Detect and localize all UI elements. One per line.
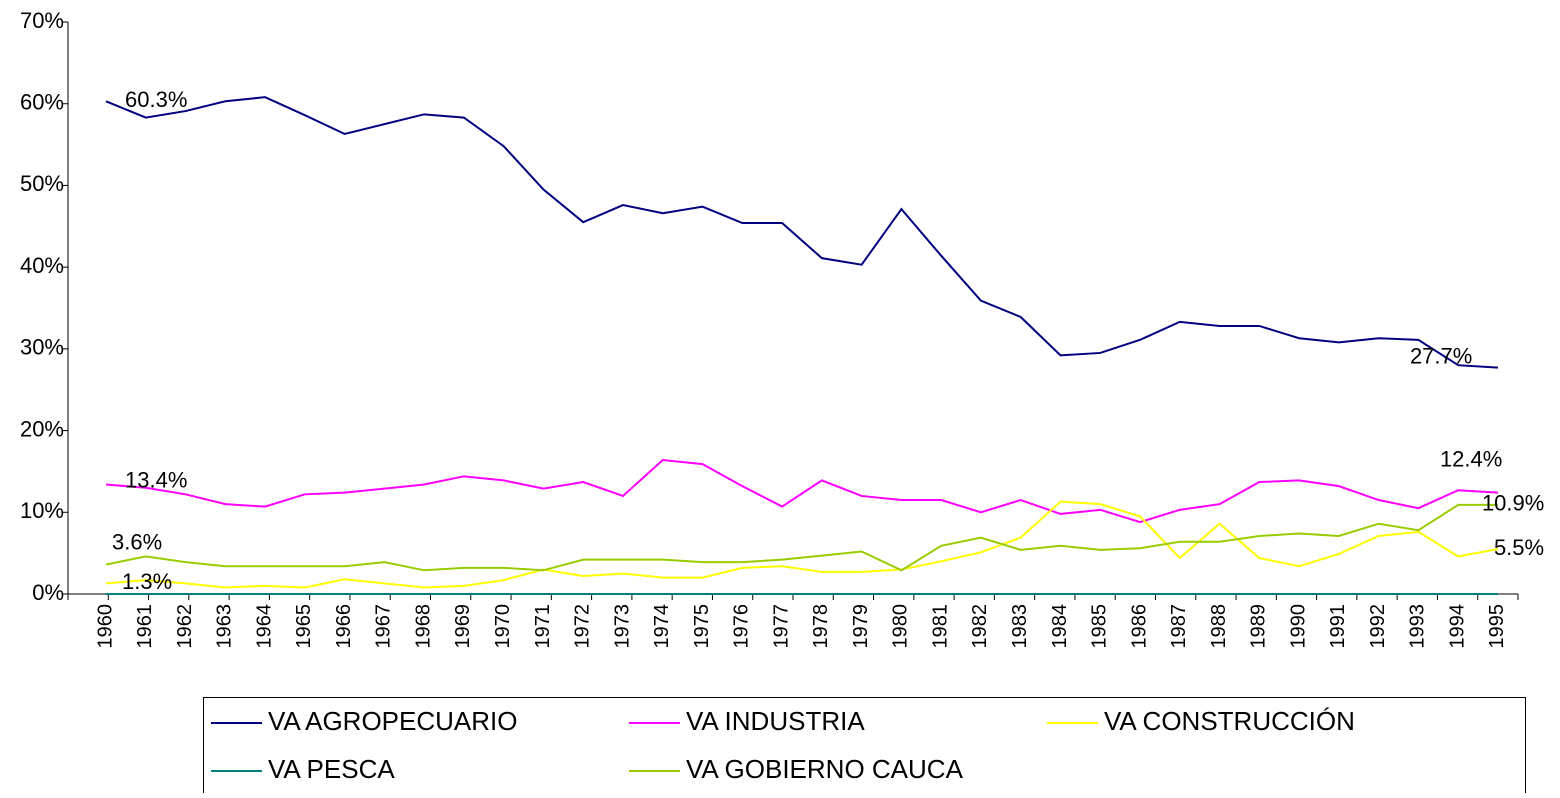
x-tick-label: 1976 [731,604,753,649]
y-tick-label: 50% [20,171,64,196]
data-label: 12.4% [1440,446,1502,471]
x-tick-label: 1982 [969,604,991,649]
x-tick-label: 1991 [1327,604,1349,649]
y-tick-label: 0% [32,580,64,605]
x-tick-label: 1980 [890,604,912,649]
data-label: 27.7% [1410,343,1472,368]
y-tick-label: 70% [20,8,64,33]
data-label: 1.3% [122,569,172,594]
x-tick-label: 1975 [691,604,713,649]
x-tick-label: 1983 [1009,604,1031,649]
data-label: 60.3% [125,87,187,112]
x-tick-label: 1992 [1367,604,1389,649]
x-tick-label: 1985 [1089,604,1111,649]
x-tick-label: 1971 [532,604,554,649]
x-tick-label: 1966 [333,604,355,649]
x-tick-label: 1993 [1407,604,1429,649]
legend-label: VA AGROPECUARIO [268,706,517,736]
x-tick-label: 1967 [373,604,395,649]
y-tick-label: 30% [20,335,64,360]
x-tick-label: 1963 [214,604,236,649]
data-label: 13.4% [125,467,187,492]
x-tick-label: 1964 [253,604,275,649]
legend-label: VA INDUSTRIA [686,706,865,736]
y-tick-label: 20% [20,416,64,441]
y-tick-label: 40% [20,253,64,278]
x-tick-label: 1984 [1049,604,1071,649]
x-tick-label: 1978 [810,604,832,649]
x-tick-label: 1968 [412,604,434,649]
legend-label: VA CONSTRUCCIÓN [1104,706,1355,736]
x-tick-label: 1990 [1287,604,1309,649]
legend-label: VA PESCA [268,754,395,784]
x-tick-label: 1995 [1486,604,1508,649]
y-tick-label: 10% [20,498,64,523]
x-tick-label: 1974 [651,604,673,649]
x-tick-label: 1981 [929,604,951,649]
data-label: 10.9% [1482,491,1544,516]
x-tick-label: 1989 [1248,604,1270,649]
x-tick-label: 1994 [1446,604,1468,649]
series-line [105,500,1499,589]
x-tick-label: 1979 [850,604,872,649]
x-tick-label: 1986 [1128,604,1150,649]
series-line [105,458,1499,524]
x-tick-label: 1965 [293,604,315,649]
series-line [105,96,1499,369]
x-tick-label: 1970 [492,604,514,649]
x-tick-label: 1988 [1208,604,1230,649]
x-tick-label: 1961 [134,604,156,649]
x-tick-label: 1987 [1168,604,1190,649]
x-tick-label: 1960 [94,604,116,649]
legend-label: VA GOBIERNO CAUCA [686,754,964,784]
data-label: 3.6% [112,529,162,554]
series-line [105,503,1498,572]
x-tick-label: 1977 [770,604,792,649]
x-tick-label: 1969 [452,604,474,649]
x-tick-label: 1962 [174,604,196,649]
y-tick-label: 60% [20,90,64,115]
x-tick-label: 1973 [611,604,633,649]
data-label: 5.5% [1494,535,1544,560]
x-tick-label: 1972 [572,604,594,649]
